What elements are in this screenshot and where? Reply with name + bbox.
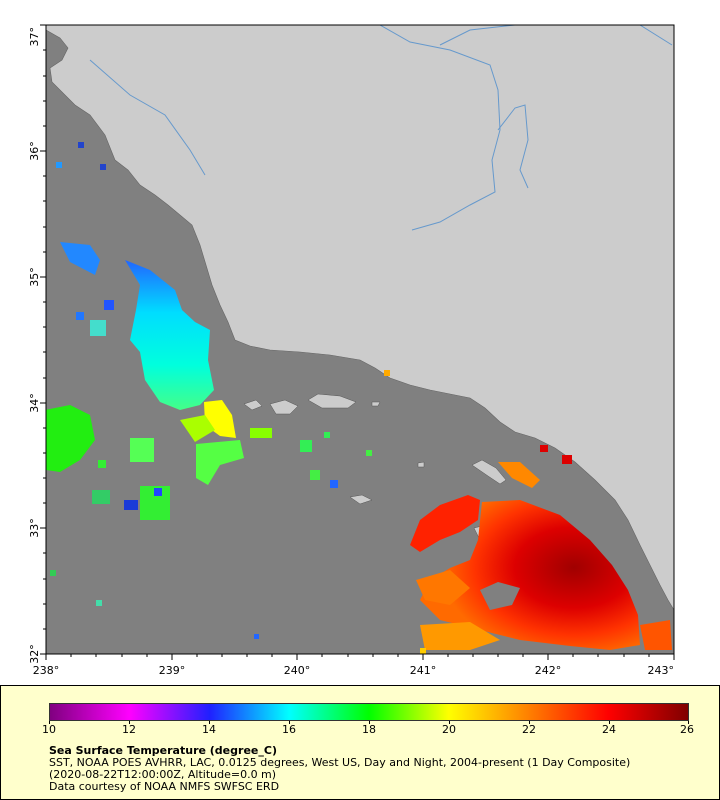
sst-map: 32° 33° 34° 35° 36° 37° 238° 239° 240° 2… <box>28 24 675 677</box>
data-credit: Data courtesy of NOAA NMFS SWFSC ERD <box>49 780 280 793</box>
legend-panel: 10 12 14 16 18 20 22 24 26 Sea Surface T… <box>0 685 720 800</box>
lat-axis <box>40 24 46 655</box>
island-santa-cruz <box>307 393 357 409</box>
rivers <box>89 25 673 231</box>
lat-tick-label: 34° <box>28 393 41 413</box>
lon-tick-label: 241° <box>410 664 437 677</box>
lon-tick-label: 240° <box>284 664 311 677</box>
colorbar-tick-label: 10 <box>42 723 56 736</box>
lon-tick-label: 238° <box>33 664 60 677</box>
colorbar-tick-label: 26 <box>680 723 694 736</box>
island-anacapa <box>371 401 381 407</box>
colorbar <box>49 703 689 721</box>
lon-tick-label: 239° <box>159 664 186 677</box>
lat-tick-label: 36° <box>28 141 41 161</box>
colorbar-tick-label: 16 <box>282 723 296 736</box>
island-santa-barbara <box>417 461 425 468</box>
colorbar-tick-label: 22 <box>522 723 536 736</box>
island-san-miguel <box>243 399 263 411</box>
dataset-time-altitude: (2020-08-22T12:00:00Z, Altitude=0.0 m) <box>49 768 277 781</box>
sst-data-pixels <box>46 142 672 654</box>
lon-axis <box>45 654 675 660</box>
island-san-nicolas <box>349 494 373 505</box>
colorbar-tick-label: 18 <box>362 723 376 736</box>
plot-frame <box>45 24 675 655</box>
lat-tick-label: 33° <box>28 518 41 538</box>
lat-tick-label: 32° <box>28 644 41 664</box>
lat-tick-label: 35° <box>28 267 41 287</box>
dataset-description: SST, NOAA POES AVHRR, LAC, 0.0125 degree… <box>49 756 631 769</box>
colorbar-tick-label: 24 <box>602 723 616 736</box>
colorbar-tick-label: 12 <box>122 723 136 736</box>
legend-title: Sea Surface Temperature (degree_C) <box>49 744 277 757</box>
island-catalina <box>471 459 507 485</box>
lon-tick-label: 243° <box>648 664 675 677</box>
island-santa-rosa <box>269 399 299 415</box>
minor-ticks <box>43 49 650 657</box>
lat-tick-label: 37° <box>28 27 41 47</box>
lon-tick-label: 242° <box>535 664 562 677</box>
colorbar-tick-label: 14 <box>202 723 216 736</box>
colorbar-tick-label: 20 <box>442 723 456 736</box>
